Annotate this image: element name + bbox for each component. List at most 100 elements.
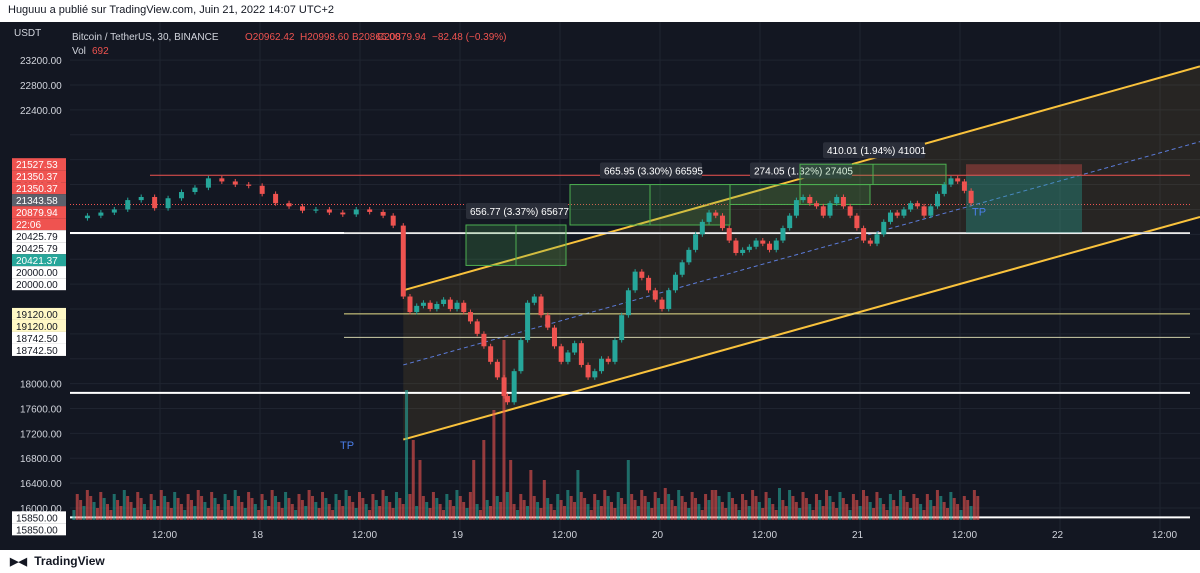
candle <box>518 340 524 372</box>
volume-bar <box>358 492 361 520</box>
volume-bar <box>660 504 664 520</box>
volume-bar <box>751 490 755 520</box>
candle <box>326 209 332 213</box>
volume-bar <box>559 500 563 520</box>
volume-bar <box>132 508 136 520</box>
volume-bar <box>179 504 183 520</box>
volume-bar <box>569 496 573 520</box>
price-label-bg <box>12 182 66 195</box>
volume-bar <box>200 496 204 520</box>
volume-bar <box>129 502 133 520</box>
volume-bar <box>388 502 392 520</box>
candle <box>632 271 638 291</box>
price-label-bg <box>12 319 66 332</box>
chart-legend: USDT Bitcoin / TetherUS, 30, BINANCE O20… <box>14 28 507 57</box>
volume-bar <box>230 506 234 520</box>
price-label-bg <box>12 218 66 231</box>
volume-bar <box>593 494 597 520</box>
candle <box>800 197 806 201</box>
candle <box>814 203 820 207</box>
volume-bar <box>317 508 321 520</box>
volume-label: Vol <box>72 46 86 57</box>
candle <box>612 340 618 362</box>
volume-bar <box>741 494 745 520</box>
volume-bar <box>757 502 761 520</box>
candle <box>955 178 961 182</box>
candle <box>760 240 766 244</box>
volume-bar <box>680 496 684 520</box>
volume-bar <box>75 494 79 520</box>
volume-bar <box>700 510 704 520</box>
volume-bar <box>405 390 409 520</box>
price-label: 15850.00 <box>16 525 58 536</box>
candle <box>125 200 131 210</box>
y-tick-label: 16400.00 <box>20 479 62 490</box>
volume-bar <box>415 506 419 520</box>
candle <box>901 209 907 216</box>
volume-bar <box>220 510 224 520</box>
volume-bar <box>539 508 543 520</box>
volume-bar <box>186 494 190 520</box>
volume-bar <box>368 510 372 520</box>
volume-bar <box>670 500 674 520</box>
volume-bar <box>778 488 781 520</box>
volume-bar <box>603 490 607 520</box>
volume-bar <box>885 510 889 520</box>
volume-bar <box>237 496 241 520</box>
volume-bar <box>153 500 157 520</box>
volume-bar <box>126 496 130 520</box>
volume-bar <box>428 508 432 520</box>
candle <box>414 305 420 313</box>
candle <box>138 197 144 201</box>
candle <box>659 299 665 309</box>
candle <box>98 212 104 216</box>
volume-bar <box>912 494 916 520</box>
volume-bar <box>791 496 795 520</box>
volume-bar <box>489 506 493 520</box>
volume-bar <box>183 510 187 520</box>
candle <box>625 290 631 316</box>
volume-bar <box>872 508 876 520</box>
candle <box>652 290 658 300</box>
volume-bar <box>384 496 388 520</box>
volume-bar <box>919 504 923 520</box>
candle <box>367 209 373 212</box>
volume-bar <box>193 506 197 520</box>
candle <box>840 197 846 207</box>
candle <box>273 193 279 204</box>
volume-bar <box>657 498 661 520</box>
volume-bar <box>250 498 254 520</box>
candle <box>504 396 510 403</box>
price-chart[interactable]: 656.77 (3.37%) 65677 665.95 (3.30%) 66595… <box>0 22 1200 550</box>
brand[interactable]: ▶◀ TradingView <box>10 554 105 568</box>
candle <box>961 181 967 191</box>
y-tick-label: 16000.00 <box>20 504 62 515</box>
volume-bar <box>421 496 425 520</box>
volume-bar <box>274 496 277 520</box>
volume-bar <box>764 492 768 520</box>
volume-bar <box>583 498 587 520</box>
volume-bar <box>663 488 667 520</box>
price-label-bg <box>12 278 66 291</box>
volume-bar <box>710 490 714 520</box>
volume-bar <box>976 496 980 520</box>
volume-bar <box>102 498 106 520</box>
candle <box>152 197 158 209</box>
candle <box>935 193 941 207</box>
price-label: 18742.50 <box>16 334 58 345</box>
candle <box>179 192 185 199</box>
candle <box>219 178 225 182</box>
volume-bar <box>418 460 422 520</box>
x-tick-label: 19 <box>452 530 464 541</box>
candle <box>740 249 746 253</box>
volume-bar <box>166 502 170 520</box>
candle <box>407 296 413 313</box>
volume-bar <box>79 500 83 520</box>
price-label: 22:06 <box>16 220 41 231</box>
volume-bar <box>851 494 855 520</box>
volume-bar <box>626 460 630 520</box>
volume-bar <box>149 494 153 520</box>
price-label: 21350.37 <box>16 184 58 195</box>
volume-bar <box>966 500 970 520</box>
candle <box>706 212 712 222</box>
